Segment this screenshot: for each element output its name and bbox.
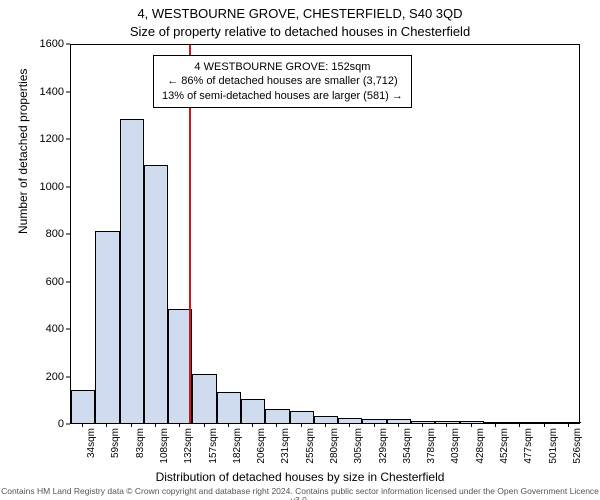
histogram-bar (387, 419, 411, 423)
histogram-bar (314, 416, 338, 423)
x-tick-label: 452sqm (499, 428, 510, 464)
y-tick-label: 0 (4, 418, 64, 430)
histogram-bar (71, 390, 95, 423)
x-tick-label: 428sqm (475, 428, 486, 464)
y-tick-label: 200 (4, 371, 64, 383)
x-tick-label: 59sqm (110, 428, 121, 458)
attribution-footer: Contains HM Land Registry data © Crown c… (0, 487, 600, 500)
y-tick-label: 1000 (4, 181, 64, 193)
x-tick-label: 403sqm (450, 428, 461, 464)
x-tick-label: 280sqm (329, 428, 340, 464)
callout-line-3: 13% of semi-detached houses are larger (… (162, 89, 403, 103)
y-tick-label: 1200 (4, 133, 64, 145)
x-tick-label: 255sqm (305, 428, 316, 464)
histogram-bar (241, 399, 265, 423)
histogram-bar (290, 411, 314, 423)
x-tick-label: 108sqm (159, 428, 170, 464)
histogram-bar (95, 231, 119, 423)
histogram-bar (435, 421, 459, 423)
x-tick-label: 477sqm (523, 428, 534, 464)
histogram-bar (144, 165, 168, 423)
y-tick-label: 600 (4, 276, 64, 288)
x-tick-label: 329sqm (378, 428, 389, 464)
callout-line-2: ← 86% of detached houses are smaller (3,… (162, 74, 403, 88)
x-tick-label: 83sqm (135, 428, 146, 458)
callout-line-1: 4 WESTBOURNE GROVE: 152sqm (162, 60, 403, 74)
histogram-bar (362, 419, 386, 423)
y-tick-label: 400 (4, 323, 64, 335)
histogram-bar (265, 409, 289, 423)
chart-plot-area: 4 WESTBOURNE GROVE: 152sqm ← 86% of deta… (70, 44, 580, 424)
property-callout-box: 4 WESTBOURNE GROVE: 152sqm ← 86% of deta… (153, 55, 412, 108)
histogram-bar (460, 421, 484, 423)
x-axis-ticks: 34sqm 59sqm 83sqm 108sqm 132sqm 157sqm 182sqm 2… (70, 426, 580, 466)
y-tick-label: 1600 (4, 38, 64, 50)
page-title-sub: Size of property relative to detached ho… (0, 24, 600, 39)
y-tick-label: 800 (4, 228, 64, 240)
x-tick-label: 132sqm (183, 428, 194, 464)
x-axis-label: Distribution of detached houses by size … (0, 470, 600, 484)
histogram-bar (338, 418, 362, 423)
histogram-bar (192, 374, 216, 423)
x-tick-label: 231sqm (280, 428, 291, 464)
histogram-bar (411, 421, 435, 423)
x-tick-label: 157sqm (208, 428, 219, 464)
histogram-bar (120, 119, 144, 423)
x-tick-label: 34sqm (86, 428, 97, 458)
histogram-bar (217, 392, 241, 423)
histogram-bar (508, 422, 532, 423)
x-tick-label: 526sqm (572, 428, 583, 464)
x-tick-label: 206sqm (256, 428, 267, 464)
x-tick-label: 354sqm (402, 428, 413, 464)
page-title-address: 4, WESTBOURNE GROVE, CHESTERFIELD, S40 3… (0, 6, 600, 21)
x-tick-label: 182sqm (232, 428, 243, 464)
y-tick-label: 1400 (4, 86, 64, 98)
x-tick-label: 305sqm (353, 428, 364, 464)
x-tick-label: 501sqm (548, 428, 559, 464)
x-tick-label: 378sqm (426, 428, 437, 464)
histogram-bar (557, 422, 581, 423)
histogram-bar (532, 422, 556, 423)
